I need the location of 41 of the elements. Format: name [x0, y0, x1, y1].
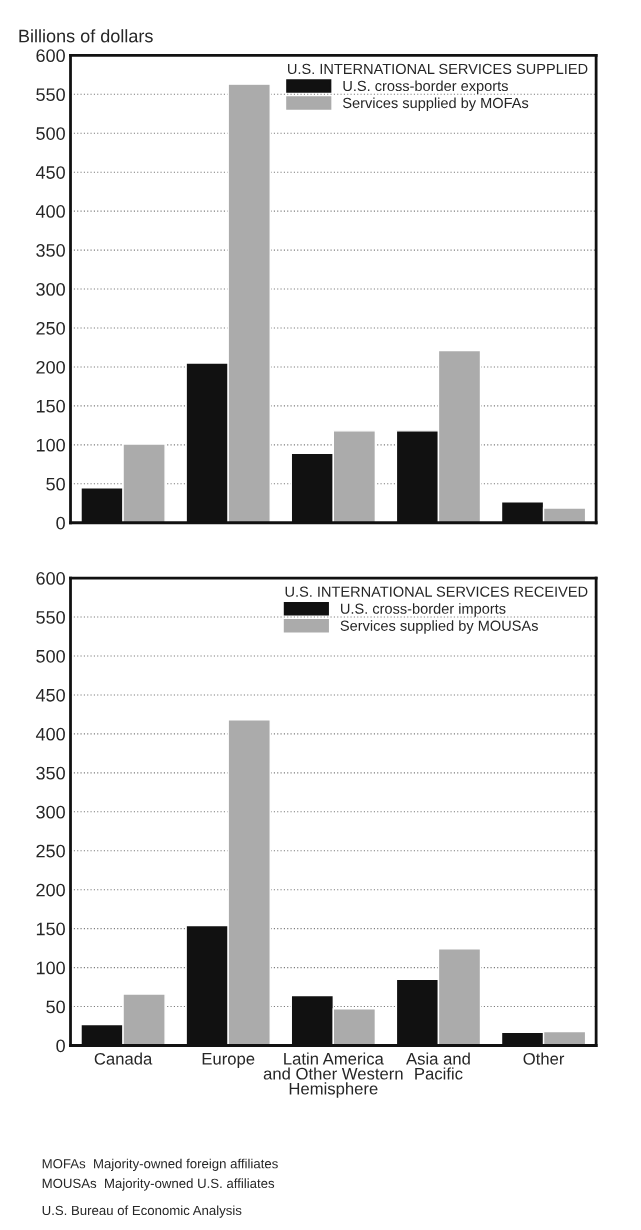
x-tick-label: Latin America and Other Western Hemisphere	[263, 1052, 403, 1098]
y-tick-label: 150	[36, 399, 65, 413]
text: MOUSAs Majority-owned U.S. affiliates	[42, 1178, 275, 1191]
legend-label: Services supplied by MOUSAs	[340, 620, 538, 634]
y-tick-label: 350	[36, 766, 65, 780]
y-tick-label: 350	[36, 244, 65, 257]
legend-label: U.S. cross-border imports	[341, 603, 506, 617]
y-tick-label: 150	[36, 922, 65, 936]
y-tick-label: 100	[36, 961, 65, 975]
x-tick-label: Asia and Pacific	[406, 1052, 470, 1080]
x-tick-label: Europe	[202, 1053, 255, 1068]
y-tick-label: 250	[36, 321, 65, 335]
y-tick-label: 550	[36, 610, 65, 624]
y-tick-label: 300	[36, 282, 65, 296]
legend-label: Services supplied by MOFAs	[342, 97, 529, 112]
y-axis-title: Billions of dollars	[19, 29, 153, 43]
y-tick-label: 100	[36, 438, 65, 452]
y-tick-label: 400	[35, 727, 65, 741]
y-tick-label: 450	[35, 166, 65, 179]
y-tick-label: 250	[36, 844, 65, 858]
legend-label: U.S. cross-border exports	[343, 80, 508, 94]
x-tick-label: Other	[523, 1052, 565, 1065]
legend-title: U.S. INTERNATIONAL SERVICES RECEIVED	[285, 586, 588, 597]
text: MOFAs Majority-owned foreign affiliates	[42, 1158, 278, 1171]
y-tick-label: 400	[35, 205, 65, 218]
y-tick-label: 600	[36, 49, 65, 63]
text: U.S. Bureau of Economic Analysis	[42, 1205, 242, 1218]
y-tick-label: 0	[56, 1039, 65, 1053]
y-tick-label: 450	[35, 688, 65, 702]
y-tick-label: 200	[36, 883, 65, 897]
y-tick-label: 600	[36, 572, 65, 585]
x-tick-label: Canada	[94, 1052, 153, 1065]
y-tick-label: 50	[46, 477, 65, 491]
y-tick-label: 0	[56, 516, 65, 530]
legend-title: U.S. INTERNATIONAL SERVICES SUPPLIED	[288, 63, 588, 75]
y-tick-label: 300	[36, 805, 65, 819]
y-tick-label: 200	[36, 360, 65, 374]
y-tick-label: 500	[36, 127, 65, 140]
y-tick-label: 500	[36, 649, 65, 663]
y-tick-label: 50	[46, 1000, 65, 1014]
y-tick-label: 550	[36, 88, 65, 102]
